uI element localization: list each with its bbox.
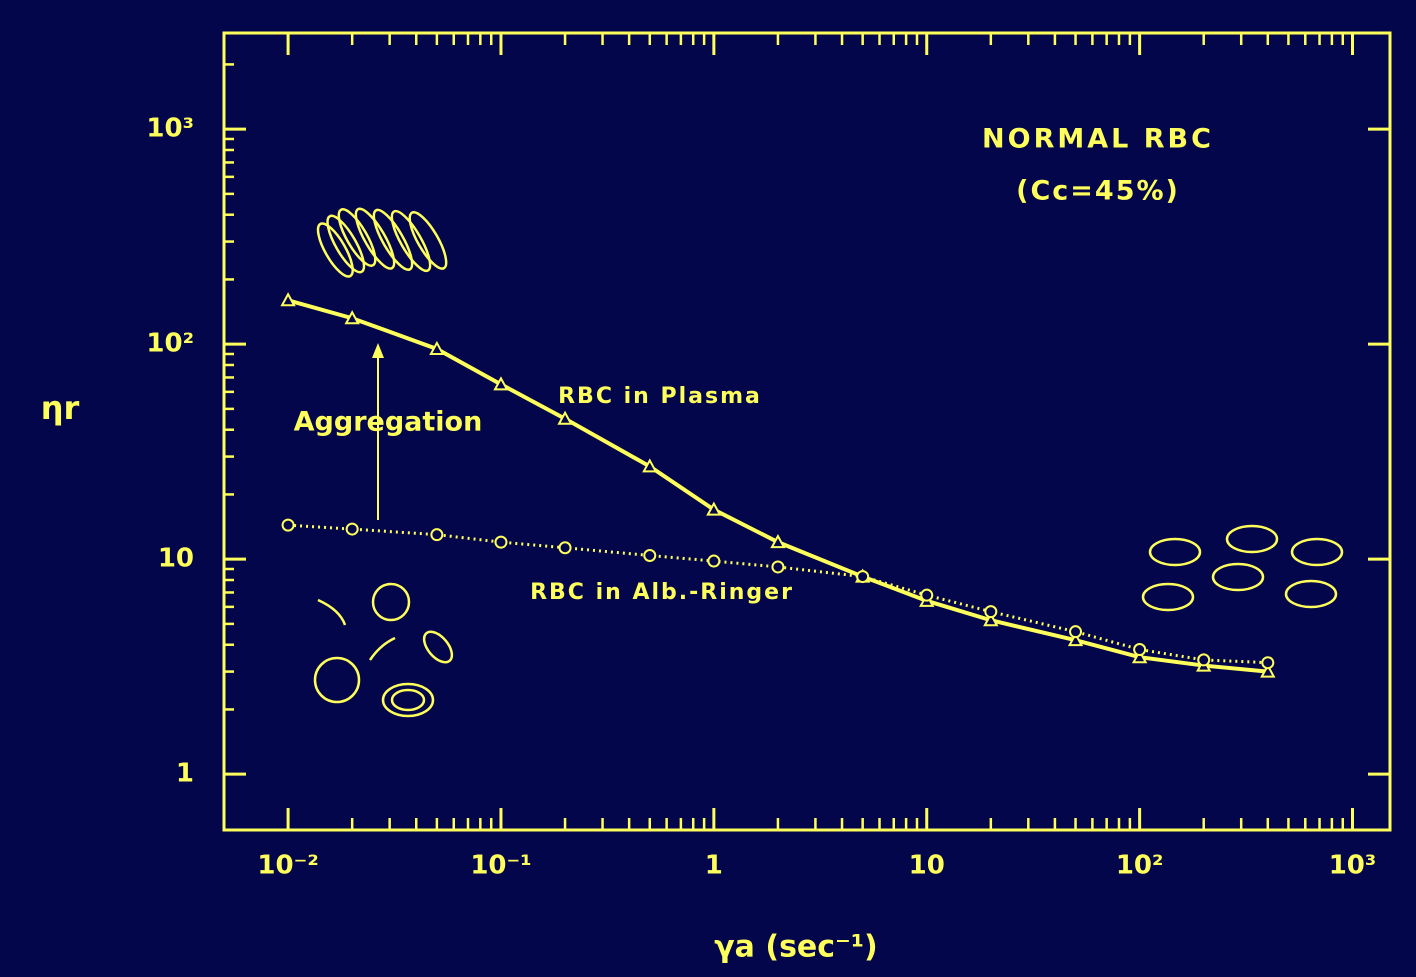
series-label: RBC in Plasma xyxy=(558,384,762,409)
marker xyxy=(985,606,996,617)
marker xyxy=(921,590,932,601)
marker xyxy=(644,550,655,561)
page: NORMAL RBC (Cc=45%) Aggregation RBC in P… xyxy=(0,0,1416,977)
marker xyxy=(1070,626,1081,637)
x-tick-label: 1 xyxy=(705,851,723,881)
chart: NORMAL RBC (Cc=45%) Aggregation RBC in P… xyxy=(0,0,1416,977)
y-tick-label: 10² xyxy=(146,329,194,359)
marker xyxy=(495,537,506,548)
marker xyxy=(1134,644,1145,655)
y-tick-label: 1 xyxy=(176,759,194,789)
marker xyxy=(1262,657,1273,668)
y-axis-label: ηr xyxy=(41,389,80,427)
x-tick-label: 10⁻² xyxy=(257,851,318,881)
marker xyxy=(1198,654,1209,665)
annotation: (Cc=45%) xyxy=(1016,176,1180,207)
marker xyxy=(431,529,442,540)
x-tick-label: 10 xyxy=(909,851,945,881)
marker xyxy=(857,571,868,582)
x-tick-label: 10⁻¹ xyxy=(470,851,531,881)
marker xyxy=(283,520,294,531)
y-tick-label: 10 xyxy=(158,544,194,574)
marker xyxy=(772,561,783,572)
y-tick-label: 10³ xyxy=(146,114,194,144)
annotation: Aggregation xyxy=(294,407,483,438)
series-label: RBC in Alb.-Ringer xyxy=(530,580,794,605)
marker xyxy=(560,542,571,553)
x-tick-label: 10³ xyxy=(1329,851,1377,881)
x-axis-label: γa (sec⁻¹) xyxy=(714,930,878,965)
marker xyxy=(347,524,358,535)
marker xyxy=(708,556,719,567)
annotation: NORMAL RBC xyxy=(982,124,1214,155)
x-tick-label: 10² xyxy=(1116,851,1164,881)
